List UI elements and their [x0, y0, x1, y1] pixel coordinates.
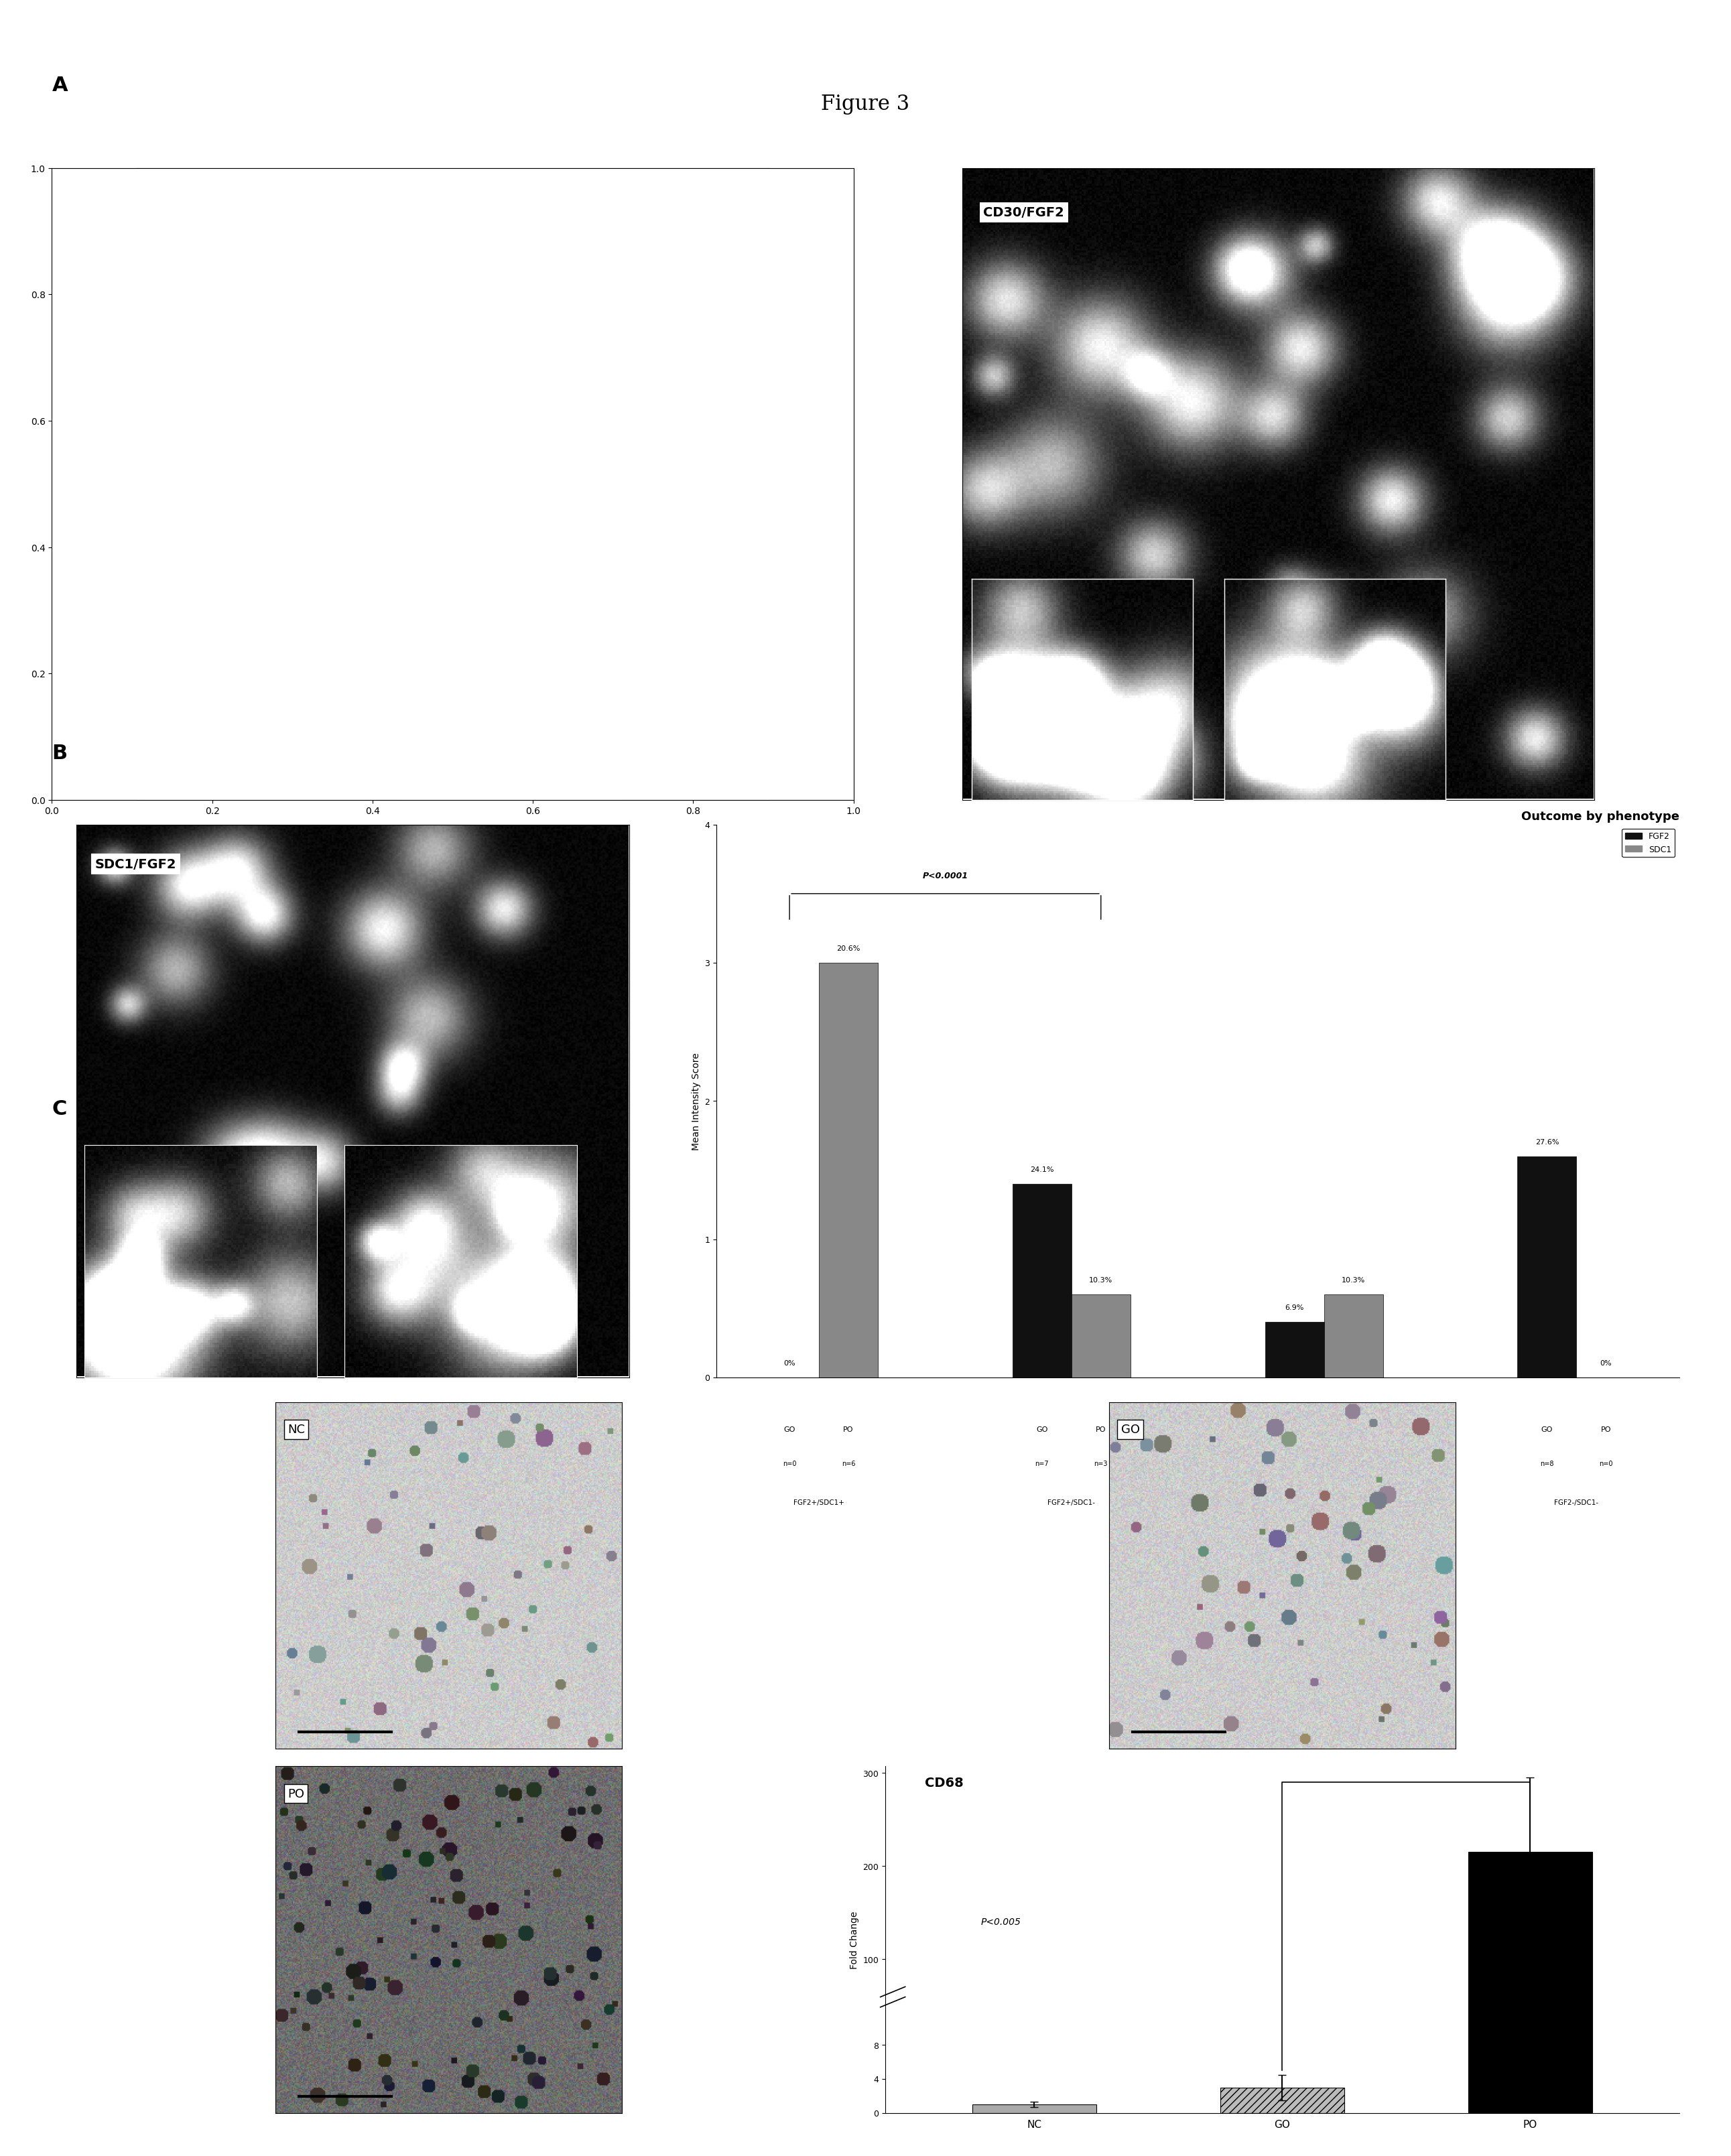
Text: CD68: CD68 — [924, 1777, 964, 1789]
Text: FGF2-/SDC1-: FGF2-/SDC1- — [1554, 1498, 1598, 1505]
Text: C: C — [52, 1100, 68, 1119]
Text: n=0: n=0 — [782, 1460, 796, 1466]
Text: PO: PO — [287, 1787, 305, 1800]
Legend: FGF2, SDC1: FGF2, SDC1 — [1622, 828, 1676, 858]
Text: A: A — [52, 75, 68, 95]
Text: GO: GO — [1541, 1425, 1553, 1432]
Text: B: B — [52, 744, 68, 763]
Text: n=7: n=7 — [1035, 1460, 1049, 1466]
Text: n=6: n=6 — [841, 1460, 855, 1466]
Text: n=3: n=3 — [1347, 1460, 1361, 1466]
Text: FGF2-/SDC1+: FGF2-/SDC1+ — [1300, 1498, 1348, 1505]
Text: 0%: 0% — [1599, 1360, 1612, 1367]
Text: 20.6%: 20.6% — [836, 944, 860, 951]
Bar — [1071, 1294, 1130, 1378]
Text: n=2: n=2 — [1288, 1460, 1302, 1466]
Bar — [1468, 1852, 1593, 2113]
Y-axis label: Mean Intensity Score: Mean Intensity Score — [691, 1052, 701, 1149]
Bar — [1324, 1294, 1383, 1378]
Text: GO: GO — [1288, 1425, 1300, 1432]
Text: GO: GO — [1037, 1425, 1047, 1432]
Text: 10.3%: 10.3% — [1342, 1276, 1366, 1283]
Text: GO: GO — [784, 1425, 795, 1432]
Text: n=3: n=3 — [1094, 1460, 1108, 1466]
Text: Figure 3: Figure 3 — [820, 93, 911, 114]
Text: PO: PO — [843, 1425, 853, 1432]
Text: 0%: 0% — [784, 1360, 795, 1367]
Bar — [973, 2104, 1096, 2113]
Text: FGF2+/SDC1-: FGF2+/SDC1- — [1047, 1498, 1096, 1505]
Text: SDC1/FGF2: SDC1/FGF2 — [95, 858, 177, 871]
Text: 24.1%: 24.1% — [1030, 1166, 1054, 1173]
Text: PO: PO — [1601, 1425, 1612, 1432]
Text: CD30/SDC1: CD30/SDC1 — [158, 207, 241, 220]
Text: n=8: n=8 — [1541, 1460, 1554, 1466]
Text: 6.9%: 6.9% — [1284, 1304, 1303, 1311]
Text: n=0: n=0 — [1599, 1460, 1613, 1466]
Text: PO: PO — [1096, 1425, 1106, 1432]
Text: 10.3%: 10.3% — [1089, 1276, 1113, 1283]
Text: 27.6%: 27.6% — [1535, 1138, 1560, 1145]
Text: CD30/FGF2: CD30/FGF2 — [983, 207, 1065, 220]
Bar — [1013, 1184, 1071, 1378]
Bar — [1265, 1322, 1324, 1378]
Text: Outcome by phenotype: Outcome by phenotype — [1522, 811, 1679, 824]
Text: GO: GO — [1122, 1423, 1139, 1436]
Text: P<0.0001: P<0.0001 — [923, 871, 968, 880]
Bar — [1518, 1156, 1577, 1378]
Bar — [1220, 2087, 1345, 2113]
Text: P<0.005: P<0.005 — [980, 1917, 1021, 1927]
Text: FGF2+/SDC1+: FGF2+/SDC1+ — [793, 1498, 845, 1505]
Text: NC: NC — [287, 1423, 305, 1436]
Text: PO: PO — [1348, 1425, 1359, 1432]
Y-axis label: Fold Change: Fold Change — [850, 1910, 859, 1968]
Bar — [819, 964, 878, 1378]
